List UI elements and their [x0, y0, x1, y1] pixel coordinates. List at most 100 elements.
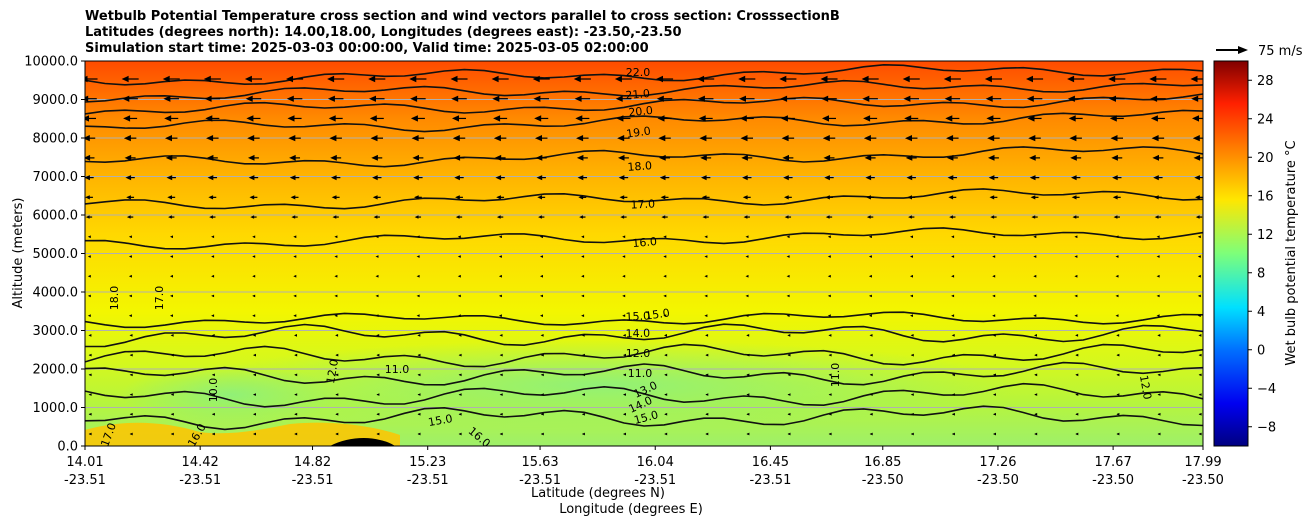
wind-vector-head	[211, 255, 215, 258]
wind-vector-head	[122, 95, 130, 102]
wind-vector-head	[457, 294, 461, 298]
wind-vector-head	[1149, 75, 1157, 83]
wind-vector-head	[85, 215, 90, 219]
wind-vector-head	[700, 154, 707, 161]
wind-vector-head	[623, 353, 626, 357]
wind-vector-head	[166, 175, 173, 181]
colorbar-tick-label: 8	[1257, 266, 1265, 281]
wind-vector-head	[128, 235, 132, 239]
wind-vector-head	[540, 393, 544, 396]
wind-vector-head	[581, 255, 585, 258]
wind-vector-head	[293, 294, 297, 298]
contour-label: 12.0	[324, 358, 341, 384]
wind-vector-head	[1156, 235, 1160, 239]
wind-vector-head	[335, 412, 339, 416]
y-axis: 0.0 1000.0 2000.0 3000.0 4000.0 5000.0 6000.0 7…	[24, 55, 85, 455]
wind-vector-head	[376, 432, 380, 436]
wind-vector-head	[253, 412, 256, 416]
wind-vector-head	[1116, 334, 1120, 337]
wind-vector-head	[245, 95, 253, 102]
wind-vector-head	[949, 215, 953, 219]
wind-vector-head	[1067, 95, 1075, 102]
wind-vector-head	[250, 215, 255, 219]
wind-vector-head	[293, 235, 297, 239]
wind-vector-head	[910, 334, 914, 337]
wind-vector-head	[1033, 294, 1037, 298]
wind-vector-head	[1116, 393, 1120, 396]
wind-vector-head	[128, 274, 132, 278]
wind-vector-head	[869, 334, 873, 337]
wind-vector-head	[414, 195, 419, 200]
wind-vector-head	[622, 255, 626, 258]
wind-vector-head	[738, 75, 746, 83]
wind-vector-head	[88, 334, 92, 337]
wind-vector-head	[780, 95, 788, 102]
wind-vector-head	[1156, 294, 1160, 298]
wind-vector-head	[1197, 274, 1201, 278]
wind-vector-head	[1198, 412, 1202, 416]
wind-vector-head	[167, 195, 172, 200]
wind-vector-head	[328, 115, 336, 122]
wind-vector-head	[498, 294, 502, 298]
wind-vector-head	[820, 75, 828, 83]
wind-vector-head	[1072, 215, 1077, 219]
wind-vector-head	[494, 154, 502, 161]
wind-vector-head	[1112, 175, 1118, 181]
wind-vector-head	[745, 314, 749, 317]
wind-vector-head	[1198, 432, 1202, 436]
wind-vector-head	[211, 294, 215, 298]
wind-vector-head	[126, 195, 131, 200]
wind-vector-head	[85, 154, 91, 161]
wind-vector-head	[416, 314, 420, 317]
wind-vector-head	[705, 393, 709, 396]
wind-vector-head	[1115, 255, 1119, 258]
wind-vector-head	[369, 115, 377, 122]
colorbar-tick-label: 0	[1257, 343, 1265, 358]
contour-label: 16.0	[632, 235, 658, 250]
contour-label: 15.0	[427, 412, 453, 429]
wind-vector-head	[88, 353, 92, 357]
wind-vector-head	[1115, 274, 1119, 278]
wind-vector-head	[862, 95, 870, 102]
wind-vector-head	[375, 235, 379, 239]
wind-vector-head	[664, 412, 668, 416]
wind-vector-head	[499, 412, 503, 416]
wind-vector-head	[623, 432, 626, 436]
wind-vector-head	[573, 75, 581, 83]
wind-vector-head	[452, 135, 460, 142]
x-tick-label-lon: -23.51	[64, 473, 106, 488]
wind-vector-head	[1154, 215, 1159, 219]
x-tick-label-lat: 15.23	[409, 455, 446, 470]
contour-line	[85, 79, 1203, 103]
wind-vector-head	[864, 154, 872, 161]
wind-vector-head	[1116, 432, 1120, 436]
y-tick-label: 1000.0	[33, 401, 79, 416]
y-tick-label: 7000.0	[33, 170, 79, 185]
wind-vector-head	[866, 195, 871, 200]
wind-vector-head	[951, 235, 955, 239]
wind-vector-head	[493, 135, 501, 142]
x-axis-label-2: Longitude (degrees E)	[559, 502, 703, 517]
wind-vector-head	[287, 115, 295, 122]
wind-vector-head	[532, 75, 540, 83]
wind-vector-head	[252, 255, 256, 258]
wind-vector-head	[252, 235, 256, 239]
x-tick-label-lat: 16.04	[637, 455, 674, 470]
wind-vector-head	[1034, 373, 1038, 377]
wind-key-label: 75 m/s	[1258, 44, 1303, 59]
wind-vector-head	[616, 115, 624, 122]
colorbar-tick-label: −8	[1257, 420, 1276, 435]
x-tick-label-lon: -23.50	[862, 473, 904, 488]
wind-vector-head	[1075, 353, 1079, 357]
x-tick-label-lat: 17.26	[979, 455, 1016, 470]
wind-vector-head	[369, 95, 376, 102]
wind-vector-head	[289, 175, 296, 181]
wind-vector-head	[658, 135, 666, 142]
wind-vector-head	[170, 373, 174, 377]
x-tick-label-lat: 17.99	[1184, 455, 1221, 470]
wind-vector-head	[740, 135, 748, 142]
wind-vector-head	[1154, 195, 1159, 200]
wind-vector-head	[581, 373, 585, 377]
wind-vector-head	[828, 393, 832, 396]
wind-vector-head	[170, 235, 173, 239]
